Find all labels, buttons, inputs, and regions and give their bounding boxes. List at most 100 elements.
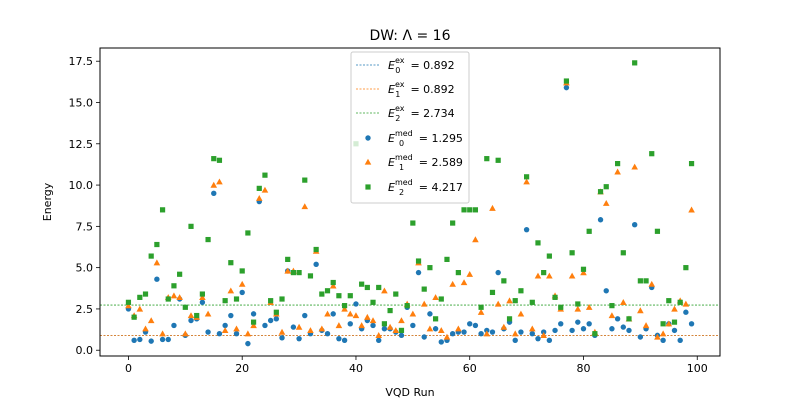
data-point xyxy=(211,190,217,197)
data-point xyxy=(642,322,650,329)
data-point xyxy=(552,327,558,334)
data-point xyxy=(228,312,234,319)
data-point xyxy=(182,330,189,337)
data-point xyxy=(381,321,388,327)
data-point xyxy=(295,323,303,330)
y-tick-label: 0.0 xyxy=(76,344,94,357)
data-point xyxy=(597,189,604,195)
data-point xyxy=(255,194,263,201)
data-point xyxy=(477,308,485,315)
x-axis-label: VQD Run xyxy=(385,386,434,399)
data-point xyxy=(540,329,547,335)
data-point xyxy=(341,305,348,312)
data-point xyxy=(165,336,171,343)
data-point xyxy=(427,265,433,271)
data-point xyxy=(484,156,490,162)
data-point xyxy=(296,270,302,276)
data-point xyxy=(171,322,177,329)
data-point xyxy=(460,279,468,286)
data-point xyxy=(421,286,427,292)
data-point xyxy=(426,325,434,332)
x-tick-label: 20 xyxy=(235,362,249,375)
data-point xyxy=(353,301,359,307)
data-point xyxy=(489,204,496,211)
data-point xyxy=(245,340,251,347)
data-point xyxy=(529,299,535,305)
data-point xyxy=(352,312,360,319)
data-point xyxy=(239,268,245,274)
legend-label: Eex 1 = 0.892 xyxy=(388,80,455,99)
data-point xyxy=(467,207,473,213)
data-point xyxy=(267,317,274,324)
chart-title: DW: Λ = 16 xyxy=(370,28,451,44)
data-point xyxy=(523,226,530,233)
data-point xyxy=(398,317,405,324)
data-point xyxy=(216,157,223,163)
data-point xyxy=(250,322,257,329)
data-point xyxy=(381,287,388,294)
data-point xyxy=(415,269,422,276)
x-tick-label: 100 xyxy=(687,362,708,375)
data-point xyxy=(637,334,644,340)
x-tick-label: 80 xyxy=(576,362,590,375)
data-point xyxy=(660,321,666,327)
data-point xyxy=(176,294,183,301)
data-point xyxy=(443,333,451,340)
data-point xyxy=(273,309,279,315)
data-point xyxy=(558,304,564,310)
data-point xyxy=(148,338,154,344)
data-point xyxy=(370,299,376,305)
data-point xyxy=(671,305,678,312)
data-point xyxy=(511,330,519,337)
data-point xyxy=(432,316,439,322)
data-point xyxy=(404,303,410,309)
data-point xyxy=(358,322,365,329)
data-point xyxy=(376,284,382,291)
data-point xyxy=(125,302,132,309)
data-point xyxy=(602,199,610,206)
data-point xyxy=(524,174,530,180)
data-point xyxy=(369,317,377,324)
series-2-points xyxy=(125,60,695,337)
data-point xyxy=(409,310,417,317)
data-point xyxy=(528,325,536,332)
data-point xyxy=(335,322,343,329)
y-tick-label: 7.5 xyxy=(76,220,94,233)
data-point xyxy=(677,299,683,305)
data-point xyxy=(580,269,587,276)
data-point xyxy=(535,240,541,246)
data-point xyxy=(432,294,439,301)
data-point xyxy=(142,291,149,297)
data-point xyxy=(632,60,638,66)
data-point xyxy=(620,299,627,305)
data-point xyxy=(290,270,296,276)
data-point xyxy=(506,297,513,304)
data-point xyxy=(620,250,626,256)
data-point xyxy=(393,291,399,297)
data-point xyxy=(631,163,638,170)
data-point xyxy=(278,328,286,335)
data-point xyxy=(540,332,547,338)
data-point xyxy=(512,298,518,304)
data-point xyxy=(336,293,342,299)
data-point xyxy=(381,326,388,332)
data-points xyxy=(125,60,695,347)
data-point xyxy=(330,279,336,286)
legend-entry: Eex 0 = 0.892 xyxy=(356,56,455,75)
legend-frame xyxy=(350,51,470,204)
legend-entry: Eex 2 = 2.734 xyxy=(356,104,455,123)
data-point xyxy=(688,161,695,167)
data-point xyxy=(449,280,456,287)
data-point xyxy=(421,334,427,340)
data-point xyxy=(302,177,308,183)
legend-label: Emed 2 = 4.217 xyxy=(388,178,463,197)
data-point xyxy=(324,331,331,337)
data-point xyxy=(501,278,507,284)
y-tick-label: 15.0 xyxy=(69,96,94,109)
reference-lines xyxy=(100,304,720,336)
x-axis-ticks: 0 20 40 60 80 100 xyxy=(125,356,708,375)
data-point xyxy=(683,309,689,315)
data-point xyxy=(233,296,240,302)
plot-frame xyxy=(99,47,721,357)
legend: Eex 0 = 0.892 Eex 1 = 0.892 Eex 2 = 2.734 Emed… xyxy=(350,51,470,204)
